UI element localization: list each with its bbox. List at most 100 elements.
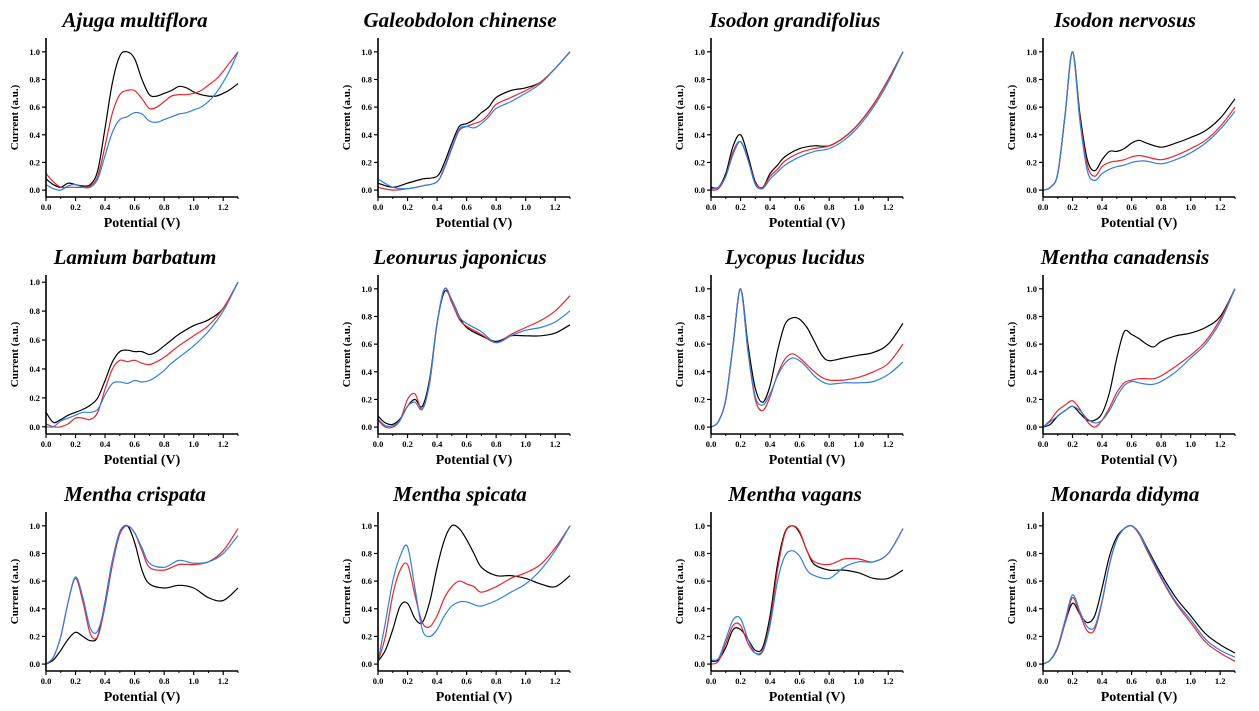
series-line (710, 288, 904, 428)
x-tick-label: 1.2 (550, 202, 561, 212)
y-tick-label: 0.8 (29, 74, 40, 84)
series-line (1042, 51, 1236, 191)
chart-title: Isodon nervosus (1054, 8, 1196, 32)
y-tick-label: 0.4 (694, 604, 705, 614)
chart-title: Mentha spicata (393, 482, 527, 506)
y-tick-label: 1.0 (694, 284, 705, 294)
x-tick-label: 1.0 (520, 439, 531, 449)
series-line (1042, 288, 1236, 428)
series-line (45, 281, 239, 424)
chart-title: Leonurus japonicus (373, 245, 547, 269)
chart-svg: 0.0 0.2 0.4 0.6 0.8 1.0 1.2 0.0 0.2 0.4 0.6 0.8 1.0 P… (341, 512, 571, 705)
y-tick-label: 0.4 (361, 604, 372, 614)
x-tick-label: 0.2 (1067, 439, 1078, 449)
y-tick-label: 1.0 (29, 277, 40, 287)
chart-title: Monarda didyma (1050, 482, 1200, 506)
y-axis-label: Current (a.u.) (9, 84, 21, 150)
x-tick-label: 0.4 (432, 676, 443, 686)
x-axis-label: Potential (V) (104, 453, 181, 468)
y-tick-label: 0.4 (1026, 130, 1037, 140)
chart-svg: 0.0 0.2 0.4 0.6 0.8 1.0 1.2 0.0 0.2 0.4 0.6 0.8 1.0 P… (9, 275, 239, 468)
y-axis-label: Current (a.u.) (674, 558, 686, 624)
series-line (1042, 525, 1236, 665)
x-tick-label: 1.2 (1215, 439, 1226, 449)
y-axis-label: Current (a.u.) (1006, 321, 1018, 387)
x-tick-label: 1.0 (520, 676, 531, 686)
y-axis-label: Current (a.u.) (341, 84, 353, 150)
series-line (710, 528, 904, 662)
x-tick-label: 0.8 (824, 439, 835, 449)
y-tick-label: 0.6 (361, 102, 372, 112)
x-tick-label: 1.0 (853, 202, 864, 212)
x-tick-label: 0.8 (491, 202, 502, 212)
series-line (710, 525, 904, 662)
x-axis-label: Potential (V) (104, 216, 181, 231)
x-tick-label: 0.8 (159, 676, 170, 686)
y-tick-label: 0.6 (1026, 576, 1037, 586)
y-tick-label: 0.6 (361, 576, 372, 586)
x-axis-label: Potential (V) (1101, 453, 1178, 468)
chart-svg: 0.0 0.2 0.4 0.6 0.8 1.0 1.2 0.0 0.2 0.4 0.6 0.8 1.0 P… (9, 512, 239, 705)
series-line (1042, 524, 1236, 665)
y-tick-label: 1.0 (694, 521, 705, 531)
y-tick-label: 1.0 (1026, 521, 1037, 531)
y-tick-label: 0.0 (1026, 185, 1037, 195)
y-tick-label: 0.2 (29, 157, 40, 167)
chart-svg: 0.0 0.2 0.4 0.6 0.8 1.0 1.2 0.0 0.2 0.4 0.6 0.8 1.0 P… (674, 275, 904, 468)
x-tick-label: 0.8 (491, 439, 502, 449)
chart-title: Lycopus lucidus (725, 245, 865, 269)
y-tick-label: 0.6 (361, 339, 372, 349)
y-tick-label: 0.4 (1026, 367, 1037, 377)
x-axis-label: Potential (V) (436, 453, 513, 468)
x-tick-label: 0.0 (373, 202, 384, 212)
x-tick-label: 0.0 (41, 676, 52, 686)
series-line (45, 281, 239, 428)
y-tick-label: 0.8 (29, 548, 40, 558)
series-line (377, 290, 571, 426)
y-tick-label: 0.2 (1026, 157, 1037, 167)
chart-title: Isodon grandifolius (709, 8, 881, 32)
x-tick-label: 0.2 (70, 202, 81, 212)
x-tick-label: 0.6 (1126, 439, 1137, 449)
x-tick-label: 0.6 (129, 202, 140, 212)
x-tick-label: 1.2 (218, 202, 229, 212)
series-line (710, 288, 904, 428)
x-axis-label: Potential (V) (769, 216, 846, 231)
x-axis-label: Potential (V) (769, 690, 846, 705)
x-tick-label: 0.6 (794, 676, 805, 686)
x-tick-label: 1.0 (188, 676, 199, 686)
y-tick-label: 0.2 (361, 631, 372, 641)
y-tick-label: 0.4 (29, 130, 40, 140)
x-tick-label: 0.6 (794, 202, 805, 212)
x-axis-label: Potential (V) (1101, 216, 1178, 231)
x-axis-label: Potential (V) (769, 453, 846, 468)
series-line (45, 51, 239, 191)
x-tick-label: 0.0 (706, 439, 717, 449)
x-tick-label: 1.0 (853, 676, 864, 686)
y-axis-label: Current (a.u.) (1006, 84, 1018, 150)
y-axis-label: Current (a.u.) (9, 558, 21, 624)
y-tick-label: 0.2 (694, 157, 705, 167)
series-line (377, 525, 571, 662)
y-tick-label: 0.6 (1026, 339, 1037, 349)
y-tick-label: 1.0 (1026, 47, 1037, 57)
y-tick-label: 0.6 (29, 335, 40, 345)
x-tick-label: 1.2 (550, 439, 561, 449)
y-tick-label: 0.6 (1026, 102, 1037, 112)
x-tick-label: 1.0 (188, 439, 199, 449)
chart-svg: 0.0 0.2 0.4 0.6 0.8 1.0 1.2 0.0 0.2 0.4 0.6 0.8 1.0 P… (9, 38, 239, 231)
y-tick-label: 0.0 (1026, 659, 1037, 669)
y-tick-label: 0.2 (361, 394, 372, 404)
x-tick-label: 0.6 (794, 439, 805, 449)
x-tick-label: 0.6 (461, 676, 472, 686)
x-tick-label: 1.2 (883, 202, 894, 212)
y-tick-label: 0.4 (694, 130, 705, 140)
x-tick-label: 0.2 (402, 439, 413, 449)
y-axis-label: Current (a.u.) (674, 321, 686, 387)
y-tick-label: 0.8 (694, 311, 705, 321)
x-tick-label: 0.6 (129, 676, 140, 686)
y-tick-label: 0.6 (29, 102, 40, 112)
x-tick-label: 0.2 (735, 676, 746, 686)
y-tick-label: 0.0 (29, 422, 40, 432)
x-tick-label: 0.8 (824, 676, 835, 686)
